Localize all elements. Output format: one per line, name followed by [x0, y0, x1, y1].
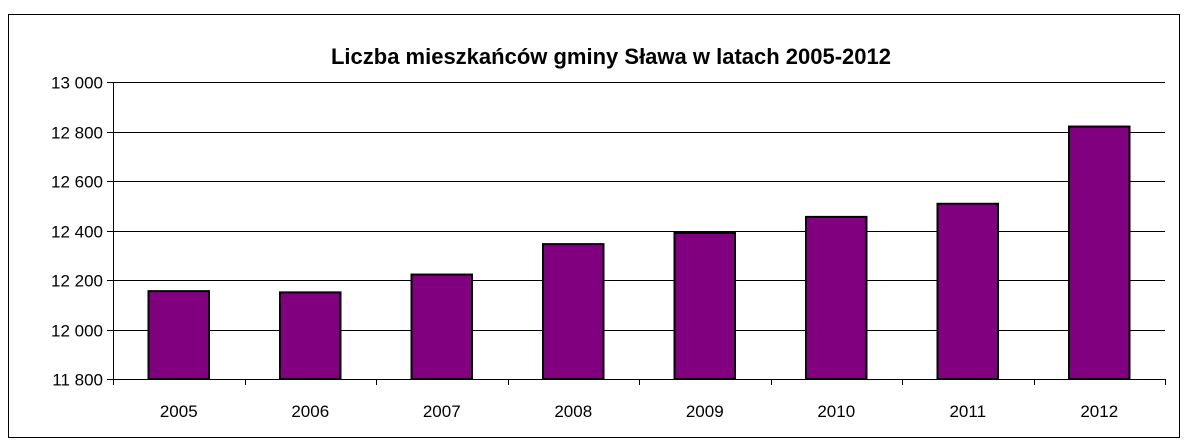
y-tick-labels: 11 800 12 000 12 200 12 400 12 600 12 800 13 0… — [51, 74, 103, 390]
bar-2012 — [1068, 125, 1131, 380]
bar-2010 — [805, 215, 868, 380]
bar-2009 — [673, 231, 736, 380]
x-tick-label: 2008 — [554, 402, 592, 421]
bar-2011 — [936, 202, 999, 380]
x-tick-label: 2009 — [686, 402, 724, 421]
bars — [147, 125, 1131, 381]
bar-2005 — [147, 290, 210, 381]
axes — [107, 82, 1166, 385]
x-tick-label: 2011 — [949, 402, 986, 421]
y-tick-label: 12 400 — [51, 223, 103, 242]
bar-2008 — [542, 243, 605, 380]
bar-2006 — [279, 291, 342, 380]
y-tick-label: 12 000 — [51, 322, 103, 341]
y-tick-label: 13 000 — [51, 74, 103, 93]
x-tick-label: 2006 — [291, 402, 329, 421]
bar-2007 — [410, 273, 473, 380]
x-tick-labels: 2005 2006 2007 2008 2009 2010 2011 2012 — [160, 402, 1118, 421]
y-tick-label: 12 800 — [51, 124, 103, 143]
y-tick-label: 11 800 — [52, 371, 103, 390]
x-tick-label: 2012 — [1080, 402, 1118, 421]
y-tick-label: 12 600 — [51, 173, 103, 192]
gridlines — [113, 82, 1165, 380]
chart-title: Liczba mieszkańców gminy Sława w latach … — [331, 44, 891, 69]
y-tick-label: 12 200 — [51, 272, 103, 291]
x-tick-label: 2005 — [160, 402, 198, 421]
x-tick-label: 2007 — [423, 402, 461, 421]
x-tick-label: 2010 — [817, 402, 855, 421]
